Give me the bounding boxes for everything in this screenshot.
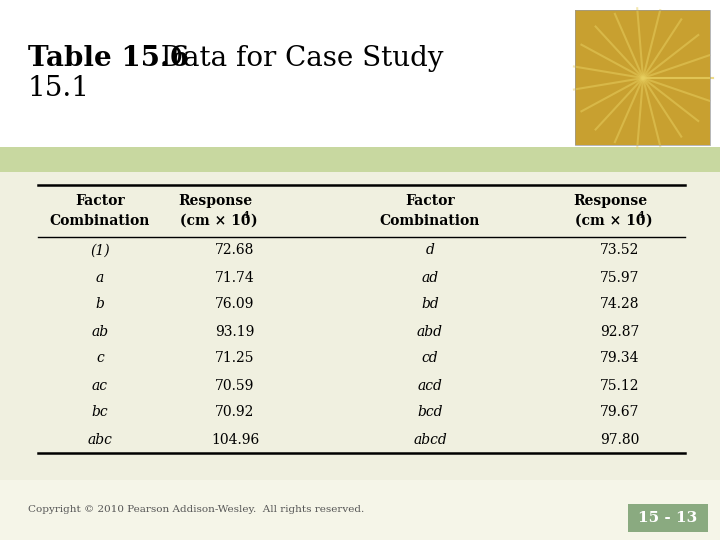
Text: bc: bc	[91, 406, 108, 420]
Text: abcd: abcd	[413, 433, 447, 447]
Text: 104.96: 104.96	[211, 433, 259, 447]
Text: (1): (1)	[90, 244, 110, 258]
Text: 72.68: 72.68	[215, 244, 255, 258]
FancyBboxPatch shape	[628, 504, 708, 532]
Text: Factor: Factor	[405, 194, 455, 208]
Text: a: a	[96, 271, 104, 285]
FancyBboxPatch shape	[0, 480, 720, 540]
Text: Combination: Combination	[380, 214, 480, 228]
Text: 75.97: 75.97	[600, 271, 640, 285]
Text: 93.19: 93.19	[215, 325, 255, 339]
Text: bd: bd	[421, 298, 439, 312]
Text: 70.92: 70.92	[215, 406, 255, 420]
Text: bcd: bcd	[418, 406, 443, 420]
Text: ab: ab	[91, 325, 109, 339]
Text: Factor: Factor	[75, 194, 125, 208]
Text: Response: Response	[573, 194, 647, 208]
Text: 92.87: 92.87	[600, 325, 639, 339]
Text: (cm × 10: (cm × 10	[180, 214, 251, 228]
FancyBboxPatch shape	[575, 10, 710, 145]
Text: Response: Response	[178, 194, 252, 208]
Text: Table 15.6: Table 15.6	[28, 45, 189, 72]
Text: Combination: Combination	[50, 214, 150, 228]
Text: ): )	[250, 214, 256, 228]
Text: Data for Case Study: Data for Case Study	[143, 45, 444, 72]
Text: 71.25: 71.25	[215, 352, 255, 366]
Text: ad: ad	[421, 271, 438, 285]
FancyBboxPatch shape	[0, 0, 720, 150]
Text: ac: ac	[92, 379, 108, 393]
Text: 73.52: 73.52	[600, 244, 639, 258]
Text: 97.80: 97.80	[600, 433, 639, 447]
Text: abc: abc	[88, 433, 112, 447]
Text: 76.09: 76.09	[215, 298, 255, 312]
Text: ): )	[645, 214, 652, 228]
Text: 71.74: 71.74	[215, 271, 255, 285]
Text: 74.28: 74.28	[600, 298, 640, 312]
Text: d: d	[426, 244, 434, 258]
FancyBboxPatch shape	[0, 147, 720, 175]
Text: c: c	[96, 352, 104, 366]
FancyBboxPatch shape	[0, 172, 720, 480]
Text: 75.12: 75.12	[600, 379, 640, 393]
Text: 15.1: 15.1	[28, 75, 90, 102]
Text: acd: acd	[418, 379, 442, 393]
Text: 15 - 13: 15 - 13	[639, 511, 698, 525]
Text: 4: 4	[638, 212, 644, 220]
Text: 79.34: 79.34	[600, 352, 640, 366]
Text: Copyright © 2010 Pearson Addison-Wesley.  All rights reserved.: Copyright © 2010 Pearson Addison-Wesley.…	[28, 505, 364, 515]
Text: cd: cd	[422, 352, 438, 366]
Text: abd: abd	[417, 325, 443, 339]
Text: 79.67: 79.67	[600, 406, 640, 420]
Text: b: b	[96, 298, 104, 312]
Text: (cm × 10: (cm × 10	[575, 214, 645, 228]
Text: 70.59: 70.59	[215, 379, 255, 393]
Text: 4: 4	[243, 212, 250, 220]
